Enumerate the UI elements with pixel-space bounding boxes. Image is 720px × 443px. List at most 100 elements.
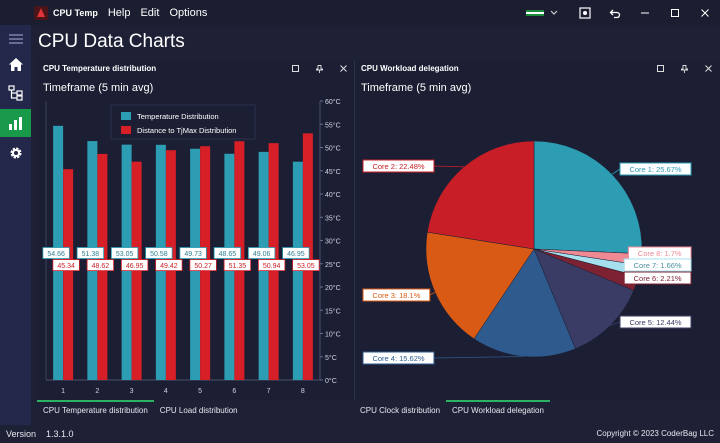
data-label: 46.95 [287,251,305,258]
pie-label-box [623,271,692,285]
status-bar: Version 1.3.1.0 Copyright © 2023 CoderBa… [0,425,720,443]
sidebar-item-hierarchy[interactable] [0,79,31,107]
y-tick-label: 5°C [325,354,337,362]
maximize-button[interactable] [660,0,690,25]
menu-options[interactable]: Options [169,6,208,19]
data-label-box [189,259,217,272]
maximize-icon [656,65,664,72]
x-tick-label: 1 [61,388,65,395]
panel-body: Timeframe (5 min avg) 0°C 5°C 10°C 15°C 20°C… [37,78,355,400]
data-label: 45.34 [57,263,75,270]
pie-label-core-1: Core 1: 25.67% [629,165,681,174]
pie-label-core-3: Core 3: 18.1% [372,291,420,300]
x-tick-label: 5 [198,388,202,395]
maximize-icon [671,8,679,17]
panel-controls [283,60,355,77]
data-label: 48.65 [219,251,237,258]
sidebar-item-settings[interactable] [0,139,31,167]
x-tick-label: 3 [130,388,134,395]
panel-body: Timeframe (5 min avg) Core 1: 25.67% Core… [355,78,720,400]
pie-slice-core-2[interactable] [427,140,535,250]
left-tab-bar: CPU Temperature distribution CPU Load di… [37,400,244,421]
data-label-box [52,259,80,272]
panel-controls [648,60,720,77]
y-tick-label: 20°C [325,284,341,292]
data-label: 51.35 [229,263,247,270]
pie-slice-core-3[interactable] [425,231,535,340]
tab-cpu-workload[interactable]: CPU Workload delegation [446,400,550,421]
language-flag-icon[interactable] [526,9,544,16]
data-label: 53.05 [116,251,134,258]
data-label-box [42,247,70,259]
workload-panel: CPU Workload delegation Timeframe (5 min… [354,60,720,400]
copyright-text: Copyright © 2023 CoderBag LLC [596,429,714,438]
data-label: 50.94 [263,263,281,270]
pie-label-core-7: Core 7: 1.66% [634,261,682,270]
data-label: 53.05 [297,263,315,270]
chart-subtitle: Timeframe (5 min avg) [43,82,154,94]
gear-icon [10,147,21,159]
pie-leader-line [433,356,524,359]
pie-label-box [619,315,692,329]
panel-close-button[interactable] [331,60,355,77]
sidebar-item-charts[interactable] [0,109,31,137]
data-label-box [292,259,320,272]
version-label: Version [6,429,37,439]
data-label: 50.58 [150,251,168,258]
app-title: CPU Temp [53,7,98,18]
panel-maximize-button[interactable] [283,60,307,77]
data-label: 48.62 [92,263,110,270]
minimize-icon [641,12,649,13]
data-label-box [282,247,310,259]
pie-slice-core-1[interactable] [533,140,643,255]
data-label-box [120,259,149,272]
screenshot-button[interactable] [570,0,600,25]
panel-pin-button[interactable] [307,60,331,77]
y-tick-label: 60°C [325,98,341,106]
data-label-box [110,247,139,259]
legend-label: Distance to TjMax Distribution [137,126,236,135]
bar-chart-icon [8,117,22,130]
sidebar-menu-toggle[interactable] [0,25,31,53]
maximize-icon [291,65,299,72]
data-label: 49.73 [184,251,202,258]
sidebar-item-home[interactable] [0,50,31,78]
pie-leader-line [429,291,436,296]
panel-header: CPU Workload delegation [355,60,720,77]
minimize-button[interactable] [630,0,660,25]
pie-label-core-4: Core 4: 15.62% [372,354,424,363]
pie-label-core-8: Core 8: 1.7% [638,249,682,258]
panel-title: CPU Temperature distribution [43,64,157,73]
tab-cpu-clock[interactable]: CPU Clock distribution [360,406,441,415]
pie-slice-core-4[interactable] [473,248,576,358]
data-label-box [76,247,105,259]
x-tick-label: 2 [95,388,99,395]
page-title: CPU Data Charts [38,31,185,52]
temperature-panel: CPU Temperature distribution Timeframe (… [37,60,355,400]
temperature-bar-chart: 0°C 5°C 10°C 15°C 20°C 25°C 30°C 35°C 40°C 45°C 50… [42,98,341,395]
y-tick-label: 0°C [325,377,337,385]
chevron-down-icon[interactable] [550,10,558,16]
legend-box [110,104,256,140]
data-label: 46.95 [126,263,144,270]
screenshot-icon [579,6,591,19]
panel-maximize-button[interactable] [648,60,672,77]
panel-close-button[interactable] [696,60,720,77]
undo-button[interactable] [600,0,630,25]
close-button[interactable] [690,0,720,25]
y-tick-label: 10°C [325,331,341,339]
menu-edit[interactable]: Edit [140,6,160,19]
app-logo-icon [34,5,48,20]
bar-tjmax-core-1[interactable] [63,169,74,380]
data-label-box [86,259,115,272]
right-tab-bar: CPU Clock distribution CPU Workload dele… [354,400,550,421]
menu-help[interactable]: Help [107,6,131,19]
tab-cpu-load[interactable]: CPU Load distribution [159,406,238,415]
data-label-box [213,247,242,259]
data-label: 49.42 [160,263,178,270]
tab-cpu-temperature[interactable]: CPU Temperature distribution [37,400,154,421]
panel-pin-button[interactable] [672,60,696,77]
pie-label-box [362,159,435,173]
y-tick-label: 25°C [325,261,341,269]
